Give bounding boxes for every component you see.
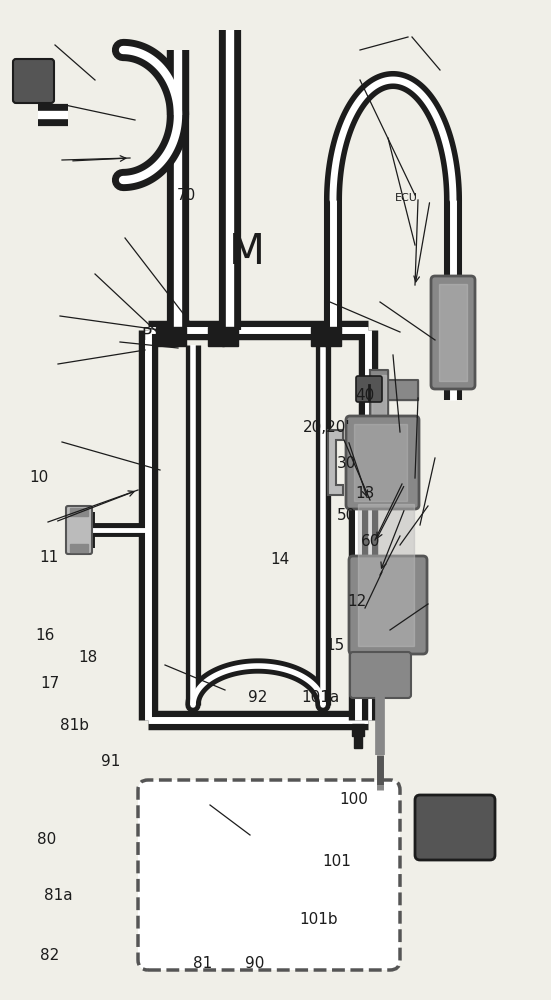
Text: 81: 81: [193, 956, 212, 970]
Text: 11: 11: [39, 550, 58, 566]
Polygon shape: [358, 504, 414, 646]
Text: 81a: 81a: [44, 888, 72, 902]
FancyBboxPatch shape: [431, 276, 475, 389]
Polygon shape: [156, 327, 172, 346]
Text: ECU: ECU: [395, 193, 418, 203]
FancyBboxPatch shape: [138, 780, 400, 970]
Polygon shape: [311, 327, 327, 346]
Text: 92: 92: [248, 690, 268, 706]
Text: 15: 15: [326, 638, 344, 652]
Text: 13: 13: [355, 487, 375, 502]
Polygon shape: [70, 508, 88, 516]
Polygon shape: [352, 724, 364, 736]
Text: 17: 17: [40, 677, 59, 692]
Polygon shape: [328, 430, 343, 495]
Text: 18: 18: [79, 651, 98, 666]
Text: 70: 70: [177, 188, 196, 203]
Polygon shape: [372, 375, 386, 495]
Text: 60: 60: [360, 534, 380, 550]
Text: 81b: 81b: [60, 718, 89, 734]
Text: 91: 91: [100, 754, 120, 770]
Polygon shape: [370, 370, 388, 500]
Polygon shape: [354, 736, 362, 748]
Text: 82: 82: [40, 948, 59, 962]
Text: 30: 30: [336, 456, 356, 472]
Text: 12: 12: [348, 594, 366, 609]
Polygon shape: [388, 380, 418, 400]
FancyBboxPatch shape: [349, 556, 427, 654]
FancyBboxPatch shape: [13, 59, 54, 103]
Text: 16: 16: [35, 629, 55, 644]
FancyBboxPatch shape: [350, 652, 411, 698]
Text: P: P: [141, 326, 151, 344]
Polygon shape: [388, 420, 418, 440]
Text: 100: 100: [339, 793, 368, 808]
FancyBboxPatch shape: [415, 795, 495, 860]
Polygon shape: [354, 424, 407, 501]
Text: 90: 90: [245, 956, 264, 970]
Text: 101a: 101a: [301, 690, 340, 706]
Text: 50: 50: [337, 508, 355, 524]
Text: 20,20': 20,20': [302, 420, 350, 435]
Text: 40: 40: [355, 388, 374, 403]
Polygon shape: [70, 544, 88, 552]
Text: 101b: 101b: [299, 913, 338, 928]
FancyBboxPatch shape: [66, 506, 92, 554]
Text: 80: 80: [37, 832, 56, 847]
Polygon shape: [439, 284, 467, 381]
FancyBboxPatch shape: [356, 376, 382, 402]
Text: 101: 101: [323, 854, 352, 869]
Text: M: M: [229, 231, 265, 273]
Text: 14: 14: [271, 552, 289, 568]
Polygon shape: [170, 327, 186, 346]
Polygon shape: [208, 327, 224, 346]
FancyBboxPatch shape: [346, 416, 419, 509]
Polygon shape: [325, 327, 341, 346]
Text: 10: 10: [29, 471, 48, 486]
Polygon shape: [222, 327, 238, 346]
